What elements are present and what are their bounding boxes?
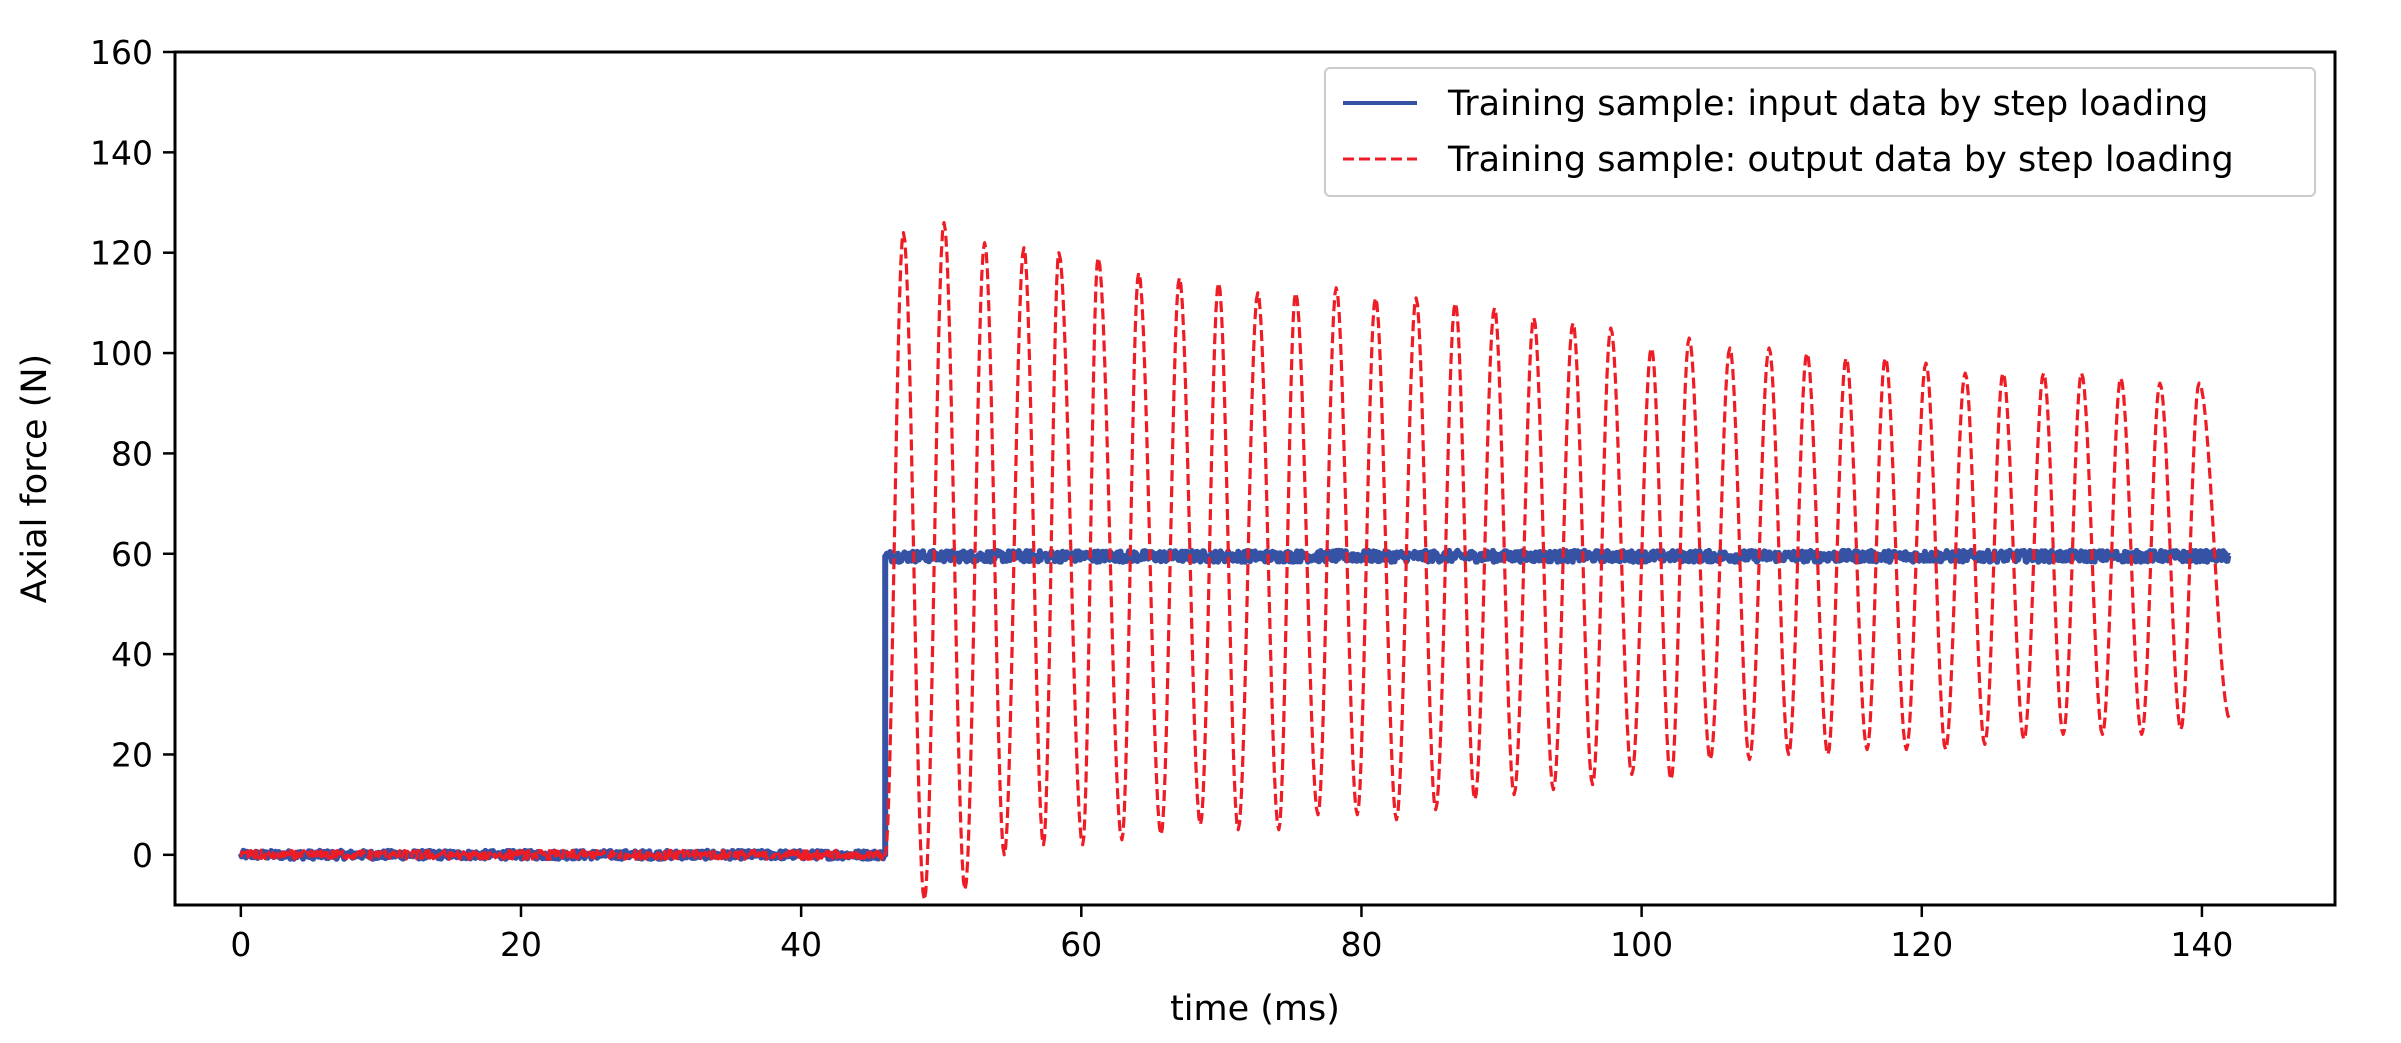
output-extremum-point-10 xyxy=(1098,257,1099,258)
output-extremum-point-50 xyxy=(1885,358,1886,359)
output-extremum-point-49 xyxy=(1867,749,1868,750)
output-extremum-point-66 xyxy=(2199,383,2200,384)
x-tick-label-120: 120 xyxy=(1890,925,1953,964)
output-extremum-point-15 xyxy=(1200,824,1201,825)
plot-area-frame xyxy=(173,50,2337,907)
x-tick-label-20: 20 xyxy=(500,925,542,964)
output-extremum-point-23 xyxy=(1357,814,1358,815)
output-extremum-point-2 xyxy=(944,222,945,223)
output-extremum-point-60 xyxy=(2081,373,2082,374)
output-extremum-point-34 xyxy=(1573,323,1574,324)
output-extremum-point-9 xyxy=(1082,844,1083,845)
y-tick-label-60: 60 xyxy=(111,535,153,574)
x-tick-label-80: 80 xyxy=(1340,925,1382,964)
output-extremum-point-58 xyxy=(2043,373,2044,374)
y-tick-label-140: 140 xyxy=(90,133,153,172)
output-extremum-point-7 xyxy=(1043,844,1044,845)
y-axis-label: Axial force (N) xyxy=(15,354,55,603)
legend-label-input: Training sample: input data by step load… xyxy=(1447,84,2208,124)
legend-box xyxy=(1324,67,2316,197)
output-extremum-point-13 xyxy=(1161,834,1162,835)
x-tick-label-40: 40 xyxy=(780,925,822,964)
output-extremum-point-61 xyxy=(2102,734,2103,735)
legend-label-output: Training sample: output data by step loa… xyxy=(1447,140,2234,180)
output-extremum-point-52 xyxy=(1926,363,1927,364)
output-extremum-point-28 xyxy=(1455,302,1456,303)
output-extremum-point-42 xyxy=(1729,348,1730,349)
output-extremum-point-39 xyxy=(1671,779,1672,780)
output-extremum-point-36 xyxy=(1610,328,1611,329)
output-extremum-point-27 xyxy=(1435,809,1436,810)
y-tick-label-120: 120 xyxy=(90,234,153,273)
output-extremum-point-31 xyxy=(1514,794,1515,795)
output-extremum-point-16 xyxy=(1218,282,1219,283)
output-extremum-point-21 xyxy=(1318,814,1319,815)
output-extremum-point-32 xyxy=(1533,317,1534,318)
x-tick-label-60: 60 xyxy=(1060,925,1102,964)
output-extremum-point-53 xyxy=(1945,749,1946,750)
output-extremum-point-24 xyxy=(1375,297,1376,298)
output-extremum-point-38 xyxy=(1651,348,1652,349)
legend: Training sample: input data by step load… xyxy=(1324,67,2316,197)
output-extremum-point-55 xyxy=(1984,744,1985,745)
output-extremum-point-14 xyxy=(1179,277,1180,278)
x-tick-label-140: 140 xyxy=(2170,925,2233,964)
output-extremum-point-19 xyxy=(1278,829,1279,830)
output-extremum-point-56 xyxy=(2003,373,2004,374)
y-tick-label-0: 0 xyxy=(132,836,153,875)
output-extremum-point-25 xyxy=(1396,819,1397,820)
y-tick-label-160: 160 xyxy=(90,33,153,72)
output-extremum-point-65 xyxy=(2180,729,2181,730)
output-extremum-point-48 xyxy=(1846,358,1847,359)
output-extremum-point-0 xyxy=(903,232,904,233)
x-tick-label-100: 100 xyxy=(1610,925,1673,964)
output-extremum-point-3 xyxy=(965,889,966,890)
output-extremum-point-22 xyxy=(1336,287,1337,288)
y-tick-label-40: 40 xyxy=(111,635,153,674)
output-extremum-point-11 xyxy=(1121,839,1122,840)
output-extremum-point-37 xyxy=(1631,774,1632,775)
output-extremum-point-12 xyxy=(1138,272,1139,273)
output-extremum-point-35 xyxy=(1592,784,1593,785)
output-extremum-point-54 xyxy=(1965,373,1966,374)
x-axis-label: time (ms) xyxy=(1170,989,1340,1029)
output-extremum-point-45 xyxy=(1788,754,1789,755)
output-extremum-point-26 xyxy=(1416,297,1417,298)
output-extremum-point-5 xyxy=(1004,854,1005,855)
output-extremum-point-4 xyxy=(984,242,985,243)
y-tick-label-100: 100 xyxy=(90,334,153,373)
y-tick-label-80: 80 xyxy=(111,434,153,473)
output-extremum-point-41 xyxy=(1710,759,1711,760)
output-extremum-point-40 xyxy=(1689,338,1690,339)
output-extremum-point-63 xyxy=(2141,734,2142,735)
output-extremum-point-29 xyxy=(1474,799,1475,800)
output-extremum-point-57 xyxy=(2024,739,2025,740)
output-extremum-point-6 xyxy=(1023,247,1024,248)
output-extremum-point-1 xyxy=(924,900,925,901)
output-extremum-point-8 xyxy=(1058,252,1059,253)
output-extremum-point-33 xyxy=(1553,789,1554,790)
output-extremum-point-64 xyxy=(2159,383,2160,384)
output-extremum-point-51 xyxy=(1906,749,1907,750)
output-extremum-point-47 xyxy=(1827,754,1828,755)
output-extremum-point-46 xyxy=(1806,353,1807,354)
output-extremum-point-62 xyxy=(2120,378,2121,379)
output-extremum-point-20 xyxy=(1295,292,1296,293)
output-extremum-point-18 xyxy=(1257,292,1258,293)
output-extremum-point-17 xyxy=(1238,829,1239,830)
output-extremum-point-43 xyxy=(1749,759,1750,760)
y-tick-label-20: 20 xyxy=(111,735,153,774)
series-layer xyxy=(237,221,2232,902)
axis-ticks: 0 20 40 60 80 100 120 140 0 20 40 60 80 100 120 140 160 xyxy=(90,33,2233,964)
x-tick-label-0: 0 xyxy=(230,925,251,964)
output-extremum-point-59 xyxy=(2063,734,2064,735)
output-extremum-point-30 xyxy=(1494,307,1495,308)
output-extremum-point-44 xyxy=(1769,348,1770,349)
